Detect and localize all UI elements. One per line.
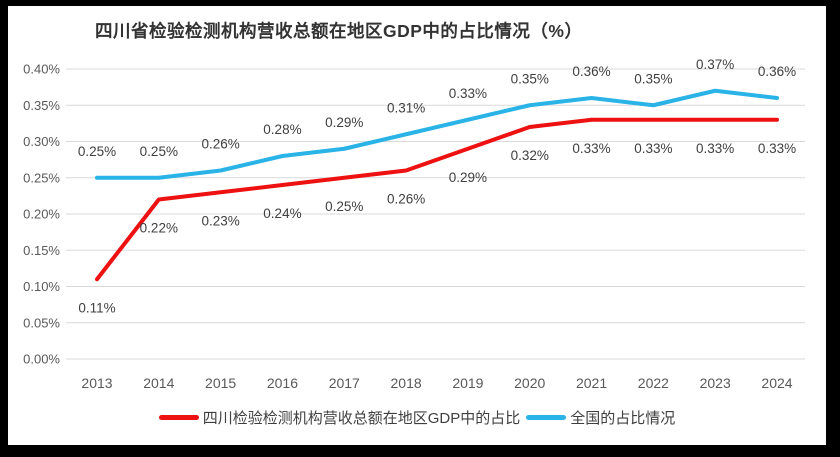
data-label-sichuan-2015: 0.23% [201, 213, 239, 228]
chart-legend: 四川检验检测机构营收总额在地区GDP中的占比 全国的占比情况 [8, 406, 826, 428]
y-axis-tick-label: 0.40% [23, 62, 60, 77]
legend-label: 四川检验检测机构营收总额在地区GDP中的占比 [202, 409, 521, 427]
data-label-sichuan-2018: 0.26% [387, 192, 425, 207]
x-axis-tick-label: 2014 [143, 375, 174, 391]
data-label-sichuan-2019: 0.29% [449, 170, 487, 185]
data-label-national-2022: 0.35% [634, 71, 672, 86]
y-axis-tick-label: 0.05% [23, 315, 60, 330]
x-axis-tick-label: 2015 [205, 375, 236, 391]
legend-item-sichuan: 四川检验检测机构营收总额在地区GDP中的占比 [158, 407, 521, 428]
chart-title: 四川省检验检测机构营收总额在地区GDP中的占比情况（%） [95, 21, 583, 41]
data-label-sichuan-2023: 0.33% [696, 141, 734, 156]
chart-canvas: 四川省检验检测机构营收总额在地区GDP中的占比情况（%） 0.40% 0.35% 0… [8, 6, 826, 445]
legend-item-national: 全国的占比情况 [526, 407, 675, 428]
y-axis-tick-label: 0.30% [23, 134, 60, 149]
data-label-national-2023: 0.37% [696, 57, 734, 72]
data-label-sichuan-2024: 0.33% [758, 141, 796, 156]
data-label-national-2024: 0.36% [758, 64, 796, 79]
data-label-national-2015: 0.26% [201, 137, 239, 152]
data-label-sichuan-2017: 0.25% [325, 199, 363, 214]
data-label-national-2021: 0.36% [572, 64, 610, 79]
legend-line-icon [526, 414, 567, 420]
x-axis-tick-label: 2019 [452, 375, 483, 391]
legend-line-icon [158, 414, 199, 420]
y-axis-tick-label: 0.25% [23, 170, 60, 185]
data-label-national-2016: 0.28% [263, 122, 301, 137]
data-label-sichuan-2016: 0.24% [263, 206, 301, 221]
x-axis-tick-label: 2016 [267, 375, 298, 391]
legend-label: 全国的占比情况 [570, 409, 676, 427]
y-axis-tick-label: 0.10% [23, 279, 60, 294]
data-label-national-2018: 0.31% [387, 100, 425, 115]
x-axis-tick-label: 2017 [329, 375, 360, 391]
y-axis-tick-label: 0.20% [23, 207, 60, 222]
x-axis-tick-label: 2023 [700, 375, 731, 391]
x-axis-tick-label: 2022 [638, 375, 669, 391]
data-label-sichuan-2020: 0.32% [511, 148, 549, 163]
x-axis-tick-label: 2020 [514, 375, 545, 391]
y-axis-tick-label: 0.35% [23, 98, 60, 113]
x-axis-tick-label: 2024 [761, 375, 792, 391]
data-label-sichuan-2022: 0.33% [634, 141, 672, 156]
chart-plot: 0.40% 0.35% 0.30% 0.25% 0.20% 0.15% 0.10% 0.05%… [23, 57, 805, 391]
data-label-national-2020: 0.35% [511, 71, 549, 86]
data-label-sichuan-2014: 0.22% [140, 221, 178, 236]
line-series-sichuan [95, 117, 779, 282]
y-axis-tick-label: 0.00% [23, 352, 60, 367]
x-axis-tick-label: 2018 [391, 375, 422, 391]
data-label-national-2019: 0.33% [449, 86, 487, 101]
data-label-national-2017: 0.29% [325, 115, 363, 130]
x-axis-tick-label: 2021 [576, 375, 607, 391]
data-label-sichuan-2013: 0.11% [78, 300, 115, 315]
y-axis-tick-label: 0.15% [23, 243, 60, 258]
data-label-sichuan-2021: 0.33% [572, 141, 610, 156]
line-series-national [95, 88, 779, 180]
data-label-national-2013: 0.25% [78, 144, 116, 159]
data-label-national-2014: 0.25% [140, 144, 178, 159]
x-axis-tick-label: 2013 [81, 375, 112, 391]
